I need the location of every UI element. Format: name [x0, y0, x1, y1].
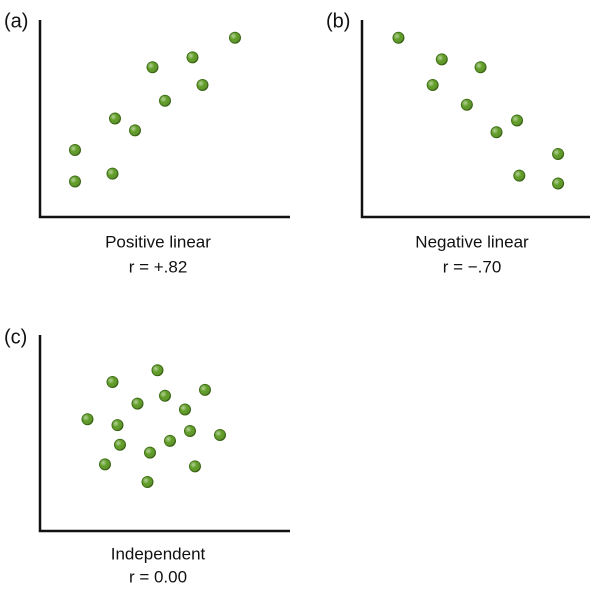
- point-shine: [82, 413, 93, 425]
- point-shine: [229, 32, 241, 44]
- point-shine: [129, 124, 141, 136]
- panel-label: (a): [4, 10, 28, 32]
- point-shine: [475, 61, 487, 73]
- point-shine: [112, 419, 123, 431]
- point-shine: [69, 176, 81, 188]
- point-shine: [159, 390, 171, 402]
- point-shine: [99, 458, 111, 470]
- point-shine: [184, 425, 196, 437]
- point-shine: [427, 79, 439, 91]
- point-shine: [152, 364, 163, 376]
- point-shine: [511, 114, 523, 126]
- point-shine: [513, 170, 525, 182]
- chart-title: Independent: [111, 544, 206, 563]
- axes: [38, 20, 290, 219]
- point-shine: [197, 79, 208, 91]
- panel-label: (c): [4, 326, 27, 348]
- point-shine: [114, 439, 126, 451]
- point-shine: [147, 61, 158, 73]
- point-shine: [199, 384, 211, 396]
- chart-subtitle: r = +.82: [129, 257, 188, 276]
- panel-label: (b): [326, 10, 350, 32]
- point-shine: [69, 144, 81, 156]
- point-shine: [142, 476, 153, 488]
- chart-subtitle: r = 0.00: [129, 567, 187, 586]
- axes: [38, 335, 290, 533]
- point-shine: [491, 126, 503, 138]
- chart-title: Negative linear: [415, 232, 529, 251]
- point-shine: [436, 53, 448, 65]
- point-shine: [392, 32, 404, 44]
- point-shine: [107, 376, 118, 388]
- axes: [360, 20, 590, 219]
- point-shine: [132, 398, 143, 410]
- point-shine: [552, 178, 564, 190]
- chart-subtitle: r = −.70: [443, 257, 502, 276]
- point-shine: [189, 460, 201, 472]
- chart-title: Positive linear: [105, 232, 211, 251]
- point-shine: [214, 429, 226, 441]
- point-shine: [144, 447, 156, 459]
- point-shine: [187, 51, 198, 63]
- point-shine: [159, 95, 171, 107]
- point-shine: [164, 435, 176, 447]
- point-shine: [552, 148, 564, 160]
- point-shine: [107, 168, 118, 180]
- point-shine: [109, 113, 121, 124]
- point-shine: [461, 99, 473, 111]
- point-shine: [179, 403, 191, 415]
